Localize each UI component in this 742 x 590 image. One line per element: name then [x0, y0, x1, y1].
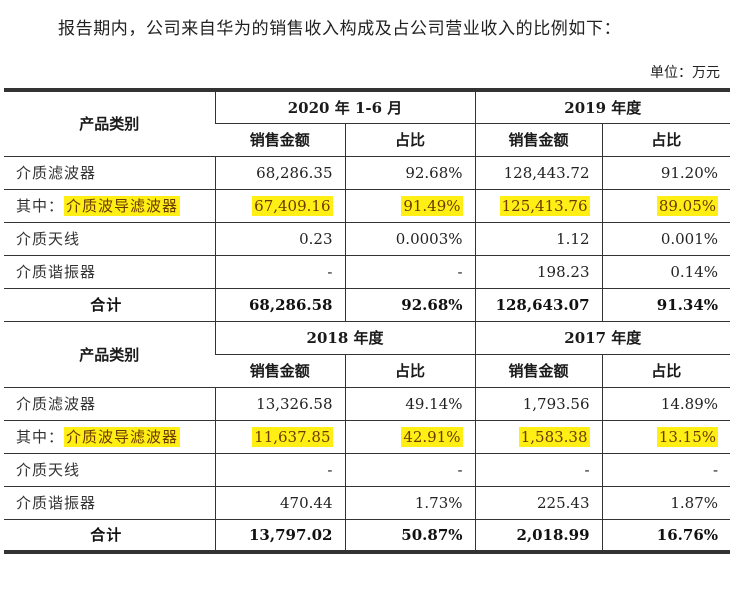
cell-value: - — [474, 452, 603, 487]
highlighted-value: 67,409.16 — [252, 195, 333, 216]
cell-value: 91.34% — [601, 287, 731, 322]
cell-value: 68,286.58 — [214, 287, 345, 322]
cell-value: - — [214, 254, 345, 289]
cell-value: 42.91% — [344, 419, 476, 454]
table-row: 介质滤波器 13,326.58 49.14% 1,793.56 14.89% — [4, 386, 731, 421]
cell-value: 49.14% — [344, 386, 476, 421]
cell-value: 2,018.99 — [474, 518, 603, 554]
cell-value: 1,793.56 — [474, 386, 603, 421]
ratio-header: 占比 — [601, 122, 731, 157]
table-row-highlighted: 其中： 介质波导滤波器 67,409.16 91.49% 125,413.76 8… — [4, 188, 731, 223]
cell-value: 1,583.38 — [474, 419, 603, 454]
total-label: 合计 — [4, 518, 215, 554]
period-header: 2019 年度 — [474, 88, 731, 124]
highlighted-value: 1,583.38 — [518, 426, 590, 447]
row-label: 其中： 介质波导滤波器 — [4, 419, 215, 454]
cell-value: 128,443.72 — [474, 155, 603, 190]
section-1-period-header: 产品类别 2020 年 1-6 月 2019 年度 — [4, 88, 731, 157]
huawei-sales-table: 产品类别 2020 年 1-6 月 2019 年度 销售金额 占比 销售金额 占… — [4, 88, 731, 554]
cell-value: 68,286.35 — [214, 155, 345, 190]
table-row: 介质天线 0.23 0.0003% 1.12 0.001% — [4, 221, 731, 256]
cell-value: 91.49% — [344, 188, 476, 223]
section-2-period-header: 产品类别 2018 年度 2017 年度 — [4, 320, 731, 388]
cell-value: 225.43 — [474, 485, 603, 520]
section-1-sub-header: 销售金额 占比 销售金额 占比 — [4, 122, 731, 157]
cell-value: 50.87% — [344, 518, 476, 554]
cell-value: 0.001% — [601, 221, 731, 256]
highlighted-label: 介质波导滤波器 — [64, 196, 181, 216]
table-row: 介质滤波器 68,286.35 92.68% 128,443.72 91.20% — [4, 155, 731, 190]
table-row: 介质谐振器 - - 198.23 0.14% — [4, 254, 731, 289]
sales-amount-header: 销售金额 — [215, 122, 345, 157]
row-label: 介质滤波器 — [4, 386, 215, 421]
highlighted-value: 42.91% — [401, 426, 463, 447]
table-row-highlighted: 其中： 介质波导滤波器 11,637.85 42.91% 1,583.38 13.… — [4, 419, 731, 454]
highlighted-value: 13.15% — [656, 426, 719, 447]
ratio-header: 占比 — [601, 353, 731, 388]
cell-value: - — [214, 452, 345, 487]
cell-value: 89.05% — [601, 188, 731, 223]
row-label: 其中： 介质波导滤波器 — [4, 188, 215, 223]
cell-value: 0.14% — [601, 254, 731, 289]
table-row: 介质谐振器 470.44 1.73% 225.43 1.87% — [4, 485, 731, 520]
category-header: 产品类别 — [4, 88, 215, 157]
cell-value: 470.44 — [214, 485, 345, 520]
sales-amount-header: 销售金额 — [474, 353, 603, 388]
cell-value: 1.73% — [344, 485, 476, 520]
intro-paragraph: 报告期内，公司来自华为的销售收入构成及占公司营业收入的比例如下： — [58, 19, 622, 39]
period-header: 2017 年度 — [474, 320, 731, 355]
highlighted-value: 11,637.85 — [252, 426, 333, 447]
cell-value: 11,637.85 — [214, 419, 345, 454]
cell-value: 13,326.58 — [214, 386, 345, 421]
sales-amount-header: 销售金额 — [215, 353, 345, 388]
cell-value: 92.68% — [344, 287, 476, 322]
cell-value: 13.15% — [601, 419, 731, 454]
period-header: 2020 年 1-6 月 — [214, 88, 476, 124]
cell-value: - — [344, 254, 476, 289]
total-label: 合计 — [4, 287, 215, 322]
row-label: 介质谐振器 — [4, 254, 215, 289]
highlighted-value: 91.49% — [401, 195, 463, 216]
ratio-header: 占比 — [344, 122, 476, 157]
row-label: 介质天线 — [4, 452, 215, 487]
cell-value: 13,797.02 — [214, 518, 345, 554]
cell-value: 14.89% — [601, 386, 731, 421]
highlighted-value: 125,413.76 — [499, 195, 590, 216]
total-row: 合计 13,797.02 50.87% 2,018.99 16.76% — [4, 518, 731, 554]
cell-value: 1.87% — [601, 485, 731, 520]
row-label: 介质天线 — [4, 221, 215, 256]
cell-value: 67,409.16 — [214, 188, 345, 223]
row-label: 介质谐振器 — [4, 485, 215, 520]
cell-value: - — [344, 452, 476, 487]
cell-value: 1.12 — [474, 221, 603, 256]
cell-value: - — [601, 452, 731, 487]
highlighted-value: 89.05% — [656, 195, 719, 216]
row-prefix: 其中： — [16, 197, 65, 215]
cell-value: 0.23 — [214, 221, 345, 256]
total-row: 合计 68,286.58 92.68% 128,643.07 91.34% — [4, 287, 731, 322]
cell-value: 0.0003% — [344, 221, 476, 256]
cell-value: 91.20% — [601, 155, 731, 190]
row-label: 介质滤波器 — [4, 155, 215, 190]
cell-value: 125,413.76 — [474, 188, 603, 223]
unit-label: 单位：万元 — [650, 65, 720, 81]
ratio-header: 占比 — [344, 353, 476, 388]
table-row: 介质天线 - - - - — [4, 452, 731, 487]
sales-amount-header: 销售金额 — [474, 122, 603, 157]
highlighted-label: 介质波导滤波器 — [64, 427, 181, 447]
cell-value: 92.68% — [344, 155, 476, 190]
cell-value: 128,643.07 — [474, 287, 603, 322]
period-header: 2018 年度 — [214, 320, 476, 355]
row-prefix: 其中： — [16, 428, 65, 446]
cell-value: 16.76% — [601, 518, 731, 554]
category-header: 产品类别 — [4, 320, 215, 388]
cell-value: 198.23 — [474, 254, 603, 289]
